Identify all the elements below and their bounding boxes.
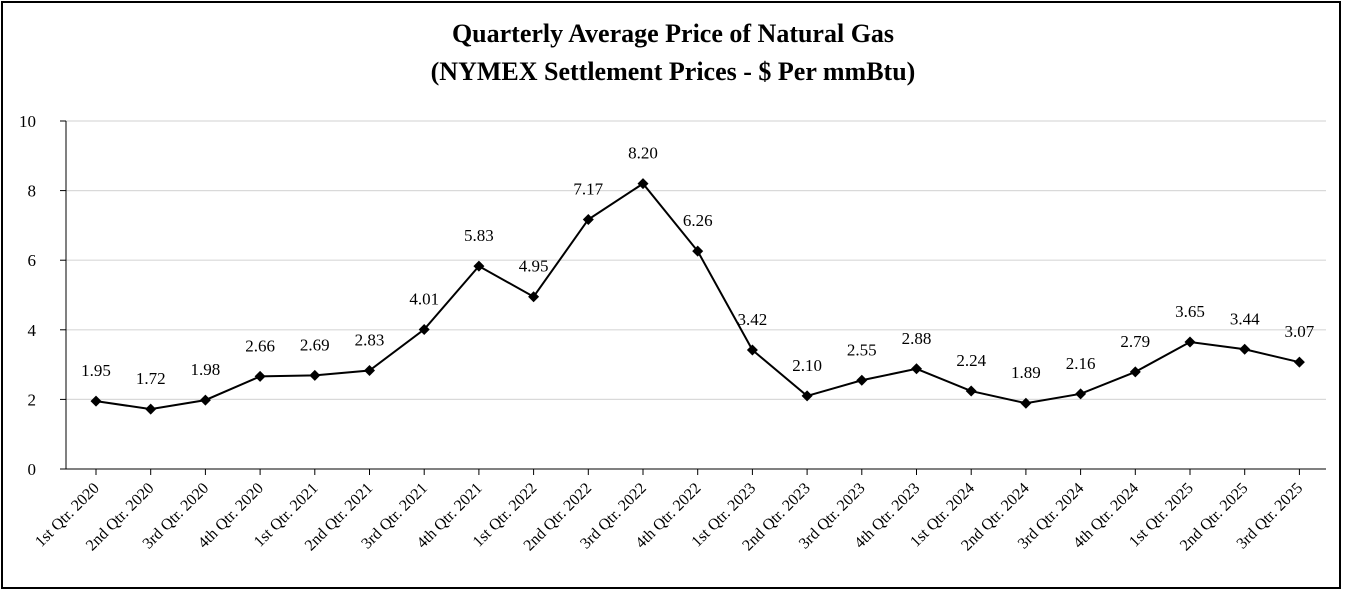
- data-point: [1020, 397, 1032, 409]
- data-label: 3.42: [738, 310, 768, 329]
- data-point: [746, 344, 758, 356]
- data-label: 8.20: [628, 144, 658, 163]
- data-label: 2.69: [300, 335, 330, 354]
- data-point: [199, 394, 211, 406]
- data-label: 7.17: [573, 179, 603, 198]
- data-point: [1239, 343, 1251, 355]
- data-point: [528, 291, 540, 303]
- chart-subtitle: (NYMEX Settlement Prices - $ Per mmBtu): [430, 57, 916, 86]
- data-point: [254, 370, 266, 382]
- data-point: [856, 374, 868, 386]
- data-label: 2.16: [1066, 354, 1096, 373]
- y-tick-label-6: 6: [28, 251, 37, 270]
- data-point: [418, 323, 430, 335]
- data-label: 6.26: [683, 211, 713, 230]
- data-label: 3.44: [1230, 309, 1260, 328]
- data-point: [1293, 356, 1305, 368]
- gridlines: [66, 120, 1326, 400]
- series: [90, 178, 1305, 415]
- data-label: 1.98: [191, 360, 221, 379]
- data-point: [145, 403, 157, 415]
- data-point: [637, 178, 649, 190]
- data-point: [582, 213, 594, 225]
- data-labels: 1.95 1.72 1.98 2.66 2.69 2.83 4.01 5.83 4.95 7.17…: [81, 144, 1315, 389]
- y-tick-label-4: 4: [28, 321, 37, 340]
- data-label: 2.79: [1120, 332, 1150, 351]
- data-label: 3.65: [1175, 302, 1205, 321]
- data-point: [90, 395, 102, 407]
- data-label: 2.24: [956, 351, 986, 370]
- data-label: 5.83: [464, 226, 494, 245]
- data-label: 1.89: [1011, 363, 1041, 382]
- data-label: 1.95: [81, 361, 111, 380]
- data-point: [911, 363, 922, 375]
- chart-title: Quarterly Average Price of Natural Gas: [451, 19, 895, 48]
- data-point: [692, 245, 704, 257]
- data-label: 2.66: [245, 336, 275, 355]
- data-label: 2.88: [902, 329, 932, 348]
- data-point: [965, 385, 977, 397]
- data-point: [473, 260, 485, 272]
- y-tick-label-10: 10: [19, 112, 36, 131]
- axes: [60, 120, 1326, 475]
- y-tick-labels: 0 2 4 6 8 10: [19, 112, 37, 479]
- data-label: 1.72: [136, 369, 166, 388]
- data-label: 2.83: [355, 331, 385, 350]
- data-point: [1075, 388, 1087, 400]
- data-point: [801, 390, 813, 402]
- data-point: [309, 369, 321, 381]
- data-label: 4.01: [409, 289, 439, 308]
- y-tick-label-0: 0: [28, 460, 37, 479]
- y-tick-label-2: 2: [28, 390, 37, 409]
- data-label: 2.10: [792, 356, 822, 375]
- data-label: 3.07: [1285, 322, 1315, 341]
- data-point: [1184, 336, 1196, 348]
- data-label: 2.55: [847, 340, 877, 359]
- data-point: [364, 365, 375, 377]
- data-point: [1129, 366, 1141, 378]
- y-tick-label-8: 8: [28, 182, 37, 201]
- data-label: 4.95: [519, 257, 549, 276]
